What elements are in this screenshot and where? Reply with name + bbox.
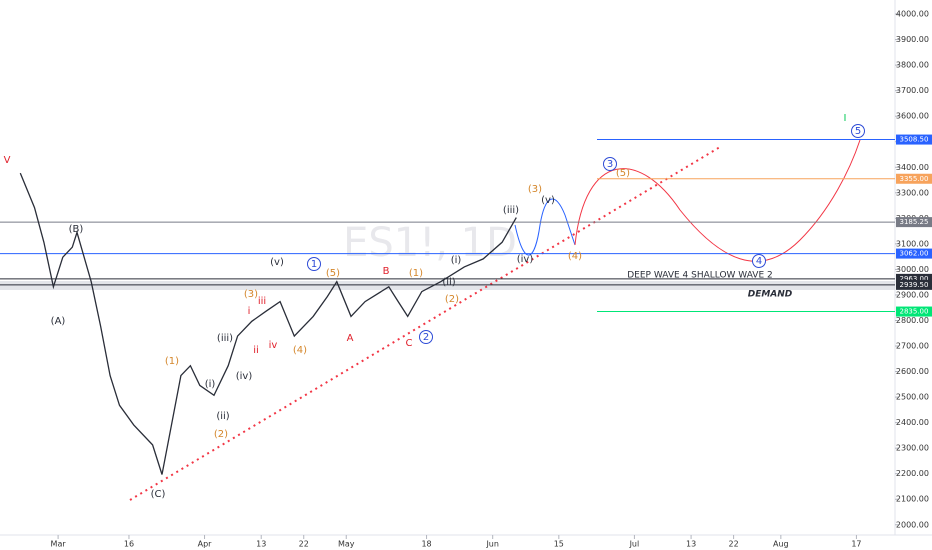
wave-circle: [851, 124, 865, 138]
price-level-label: 3185.25: [900, 218, 929, 226]
wave-label: (A): [51, 316, 66, 327]
x-tick-label: 13: [256, 540, 266, 549]
y-tick-label: 4000.00: [896, 10, 929, 19]
x-tick-label: Apr: [198, 540, 213, 549]
y-tick-label: 2600.00: [896, 367, 929, 376]
y-tick-label: 2400.00: [896, 418, 929, 427]
y-tick-label: 2900.00: [896, 290, 929, 299]
wave-label: 1: [311, 259, 317, 270]
y-tick-label: 3700.00: [896, 86, 929, 95]
wave-label: (2): [214, 429, 228, 440]
x-tick-label: Jul: [629, 540, 640, 549]
wave-label: (1): [409, 268, 423, 279]
projection-red: [574, 139, 861, 262]
wave-circle: [603, 157, 617, 171]
x-tick-label: May: [338, 540, 355, 549]
price-level-tag: [896, 273, 932, 284]
wave-label: (5): [616, 168, 630, 179]
x-tick-label: 22: [299, 540, 309, 549]
price-level-tag: [896, 279, 932, 290]
wave-label: ii: [253, 345, 259, 356]
x-tick-label: 15: [554, 540, 564, 549]
wave-label: (2): [445, 294, 459, 305]
wave-label: iv: [269, 340, 278, 351]
y-tick-label: 2800.00: [896, 316, 929, 325]
x-tick-label: 13: [686, 540, 696, 549]
y-tick-label: 3100.00: [896, 239, 929, 248]
wave-label: (v): [270, 257, 284, 268]
wave-label: 2: [423, 332, 429, 343]
wave-label: (v): [541, 195, 555, 206]
wave-label: (iii): [217, 333, 233, 344]
wave-label: (iii): [503, 205, 519, 216]
y-tick-label: 2500.00: [896, 393, 929, 402]
y-tick-label: 3000.00: [896, 265, 929, 274]
y-tick-label: 2000.00: [896, 520, 929, 529]
wave-label: (iv): [236, 371, 253, 382]
demand-zone: [0, 281, 895, 290]
y-tick-label: 3900.00: [896, 35, 929, 44]
y-tick-label: 2100.00: [896, 495, 929, 504]
price-level-label: 3508.50: [900, 136, 929, 144]
price-level-label: 3062.00: [900, 250, 929, 258]
wave-circle: [307, 257, 321, 271]
price-level-tag: [896, 217, 932, 228]
wave-label: (4): [568, 251, 582, 262]
wave-label: (ii): [216, 411, 229, 422]
wave-label: (B): [69, 224, 84, 235]
zone-label: DEEP WAVE 4 SHALLOW WAVE 2: [627, 271, 772, 281]
y-tick-label: 2700.00: [896, 342, 929, 351]
x-tick-label: 22: [729, 540, 739, 549]
wave-label: (1): [165, 356, 179, 367]
price-level-label: 2939.50: [900, 281, 929, 289]
price-level-tag: [896, 306, 932, 317]
price-level-tag: [896, 173, 932, 184]
wave-label: (i): [205, 379, 216, 390]
trendline: [129, 146, 721, 501]
y-tick-label: 3400.00: [896, 163, 929, 172]
x-tick-label: Jun: [485, 540, 499, 549]
wave-label: (i): [451, 255, 462, 266]
x-tick-label: Mar: [51, 540, 67, 549]
wave-label: (3): [528, 184, 542, 195]
price-line: [19, 172, 517, 475]
zone-label: DEMAND: [748, 290, 793, 300]
wave-circle: [419, 330, 433, 344]
wave-label: (3): [244, 289, 258, 300]
y-tick-label: 3800.00: [896, 61, 929, 70]
x-tick-label: Aug: [773, 540, 789, 549]
wave-label: C: [406, 338, 413, 349]
x-tick-label: 18: [421, 540, 431, 549]
wave-label: (5): [326, 268, 340, 279]
watermark: ES1!, 1D: [343, 220, 517, 266]
x-tick-label: 16: [124, 540, 134, 549]
y-tick-label: 2300.00: [896, 444, 929, 453]
wave-label: I: [844, 113, 847, 124]
wave-label: 4: [756, 256, 762, 267]
wave-label: B: [383, 266, 390, 277]
price-level-tag: [896, 248, 932, 259]
price-level-label: 2963.00: [900, 275, 929, 283]
wave-label: 5: [855, 126, 861, 137]
wave-label: (ii): [442, 277, 455, 288]
price-level-label: 3355.00: [900, 175, 929, 183]
wave-label: (C): [151, 489, 166, 500]
y-tick-label: 2200.00: [896, 469, 929, 478]
price-level-tag: [896, 134, 932, 145]
price-level-label: 2835.00: [900, 308, 929, 316]
wave-circle: [752, 254, 766, 268]
wave-label: 3: [607, 159, 613, 170]
wave-label: A: [347, 333, 354, 344]
wave-label: V: [4, 155, 11, 166]
wave-label: iii: [258, 296, 266, 307]
y-tick-label: 3600.00: [896, 112, 929, 121]
wave-label: (4): [293, 345, 307, 356]
y-tick-label: 3300.00: [896, 188, 929, 197]
wave-label: (iv): [517, 254, 534, 265]
wave-label: i: [248, 306, 251, 317]
projection-blue: [514, 198, 576, 256]
x-tick-label: 17: [851, 540, 861, 549]
